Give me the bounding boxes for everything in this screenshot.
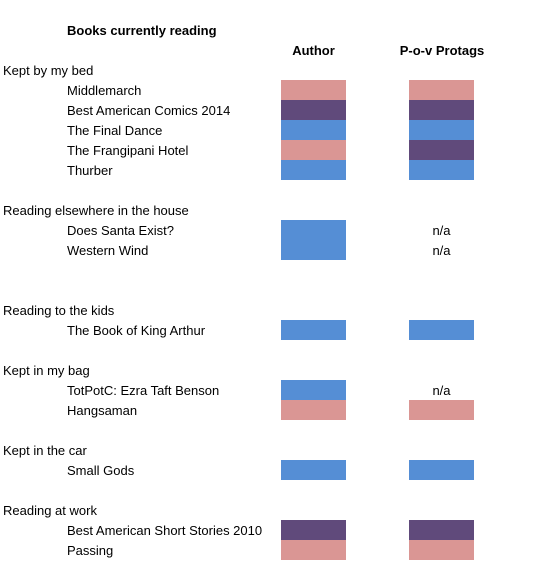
author-color-cell [281, 520, 346, 540]
author-color-cell [281, 240, 346, 260]
author-color-cell [281, 220, 346, 240]
author-color-cell [281, 400, 346, 420]
book-title: Hangsaman [67, 403, 138, 418]
book-title: Passing [67, 543, 114, 558]
pov-color-cell [409, 140, 474, 160]
section-label-house: Reading elsewhere in the house [3, 203, 189, 218]
pov-na-label: n/a [432, 383, 451, 398]
book-title: Best American Short Stories 2010 [67, 523, 263, 538]
pov-na-label: n/a [432, 243, 451, 258]
author-color-cell [281, 120, 346, 140]
book-title: The Book of King Arthur [67, 323, 206, 338]
pov-color-cell [409, 160, 474, 180]
book-title: Does Santa Exist? [67, 223, 174, 238]
book-title: Small Gods [67, 463, 135, 478]
pov-color-cell [409, 400, 474, 420]
author-color-cell [281, 100, 346, 120]
author-color-cell [281, 460, 346, 480]
author-color-cell [281, 160, 346, 180]
book-title: Middlemarch [67, 83, 142, 98]
author-color-cell [281, 540, 346, 560]
author-column-header: Author [292, 43, 335, 58]
pov-na-label: n/a [432, 223, 451, 238]
author-color-cell [281, 380, 346, 400]
section-label-kids: Reading to the kids [3, 303, 115, 318]
section-label-work: Reading at work [3, 503, 97, 518]
section-label-bag: Kept in my bag [3, 363, 90, 378]
author-color-cell [281, 320, 346, 340]
pov-color-cell [409, 320, 474, 340]
sheet-title: Books currently reading [67, 23, 217, 38]
book-title: Western Wind [67, 243, 149, 258]
pov-color-cell [409, 540, 474, 560]
section-label-car: Kept in the car [3, 443, 87, 458]
pov-color-cell [409, 120, 474, 140]
book-title: The Frangipani Hotel [67, 143, 189, 158]
pov-color-cell [409, 520, 474, 540]
book-title: Best American Comics 2014 [67, 103, 231, 118]
book-title: TotPotC: Ezra Taft Benson [67, 383, 220, 398]
pov-column-header: P-o-v Protags [399, 43, 485, 58]
author-color-cell [281, 80, 346, 100]
pov-color-cell [409, 460, 474, 480]
section-label-bed: Kept by my bed [3, 63, 94, 78]
pov-color-cell [409, 80, 474, 100]
book-title: The Final Dance [67, 123, 163, 138]
author-color-cell [281, 140, 346, 160]
pov-color-cell [409, 100, 474, 120]
book-title: Thurber [67, 163, 113, 178]
